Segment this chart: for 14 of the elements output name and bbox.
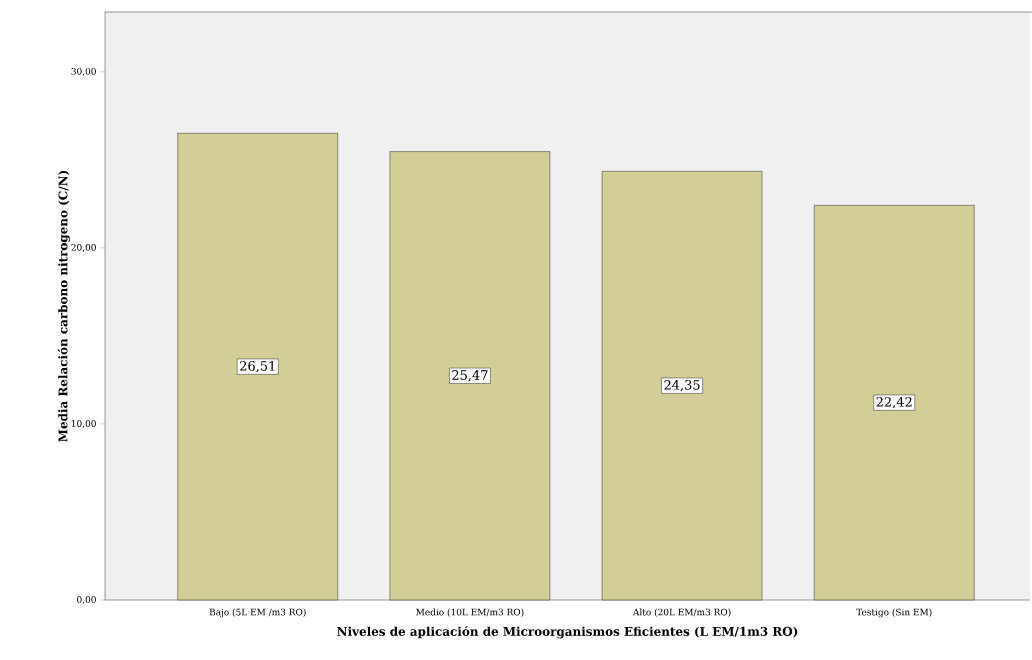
x-tick-label: Testigo (Sin EM) <box>856 608 932 618</box>
x-axis-title: Niveles de aplicación de Microorganismos Eficientes (L EM/1m3 RO) <box>337 626 798 639</box>
y-tick-label: 30,00 <box>71 67 96 76</box>
y-tick-label: 0,00 <box>77 596 96 604</box>
y-tick-label: 20,00 <box>71 243 96 252</box>
y-axis-title: Media Relación carbono nitrogeno (C/N) <box>57 170 70 442</box>
data-label: 26,51 <box>240 360 275 373</box>
x-tick-label: Bajo (5L EM /m3 RO) <box>209 608 306 618</box>
data-label: 22,42 <box>876 396 912 409</box>
x-tick-label: Medio (10L EM/m3 RO) <box>416 608 524 617</box>
data-label: 25,47 <box>452 370 488 382</box>
y-tick-label: 10,00 <box>71 420 96 428</box>
data-label: 24,35 <box>664 379 700 392</box>
x-tick-label: Alto (20L EM/m3 RO) <box>632 608 731 617</box>
